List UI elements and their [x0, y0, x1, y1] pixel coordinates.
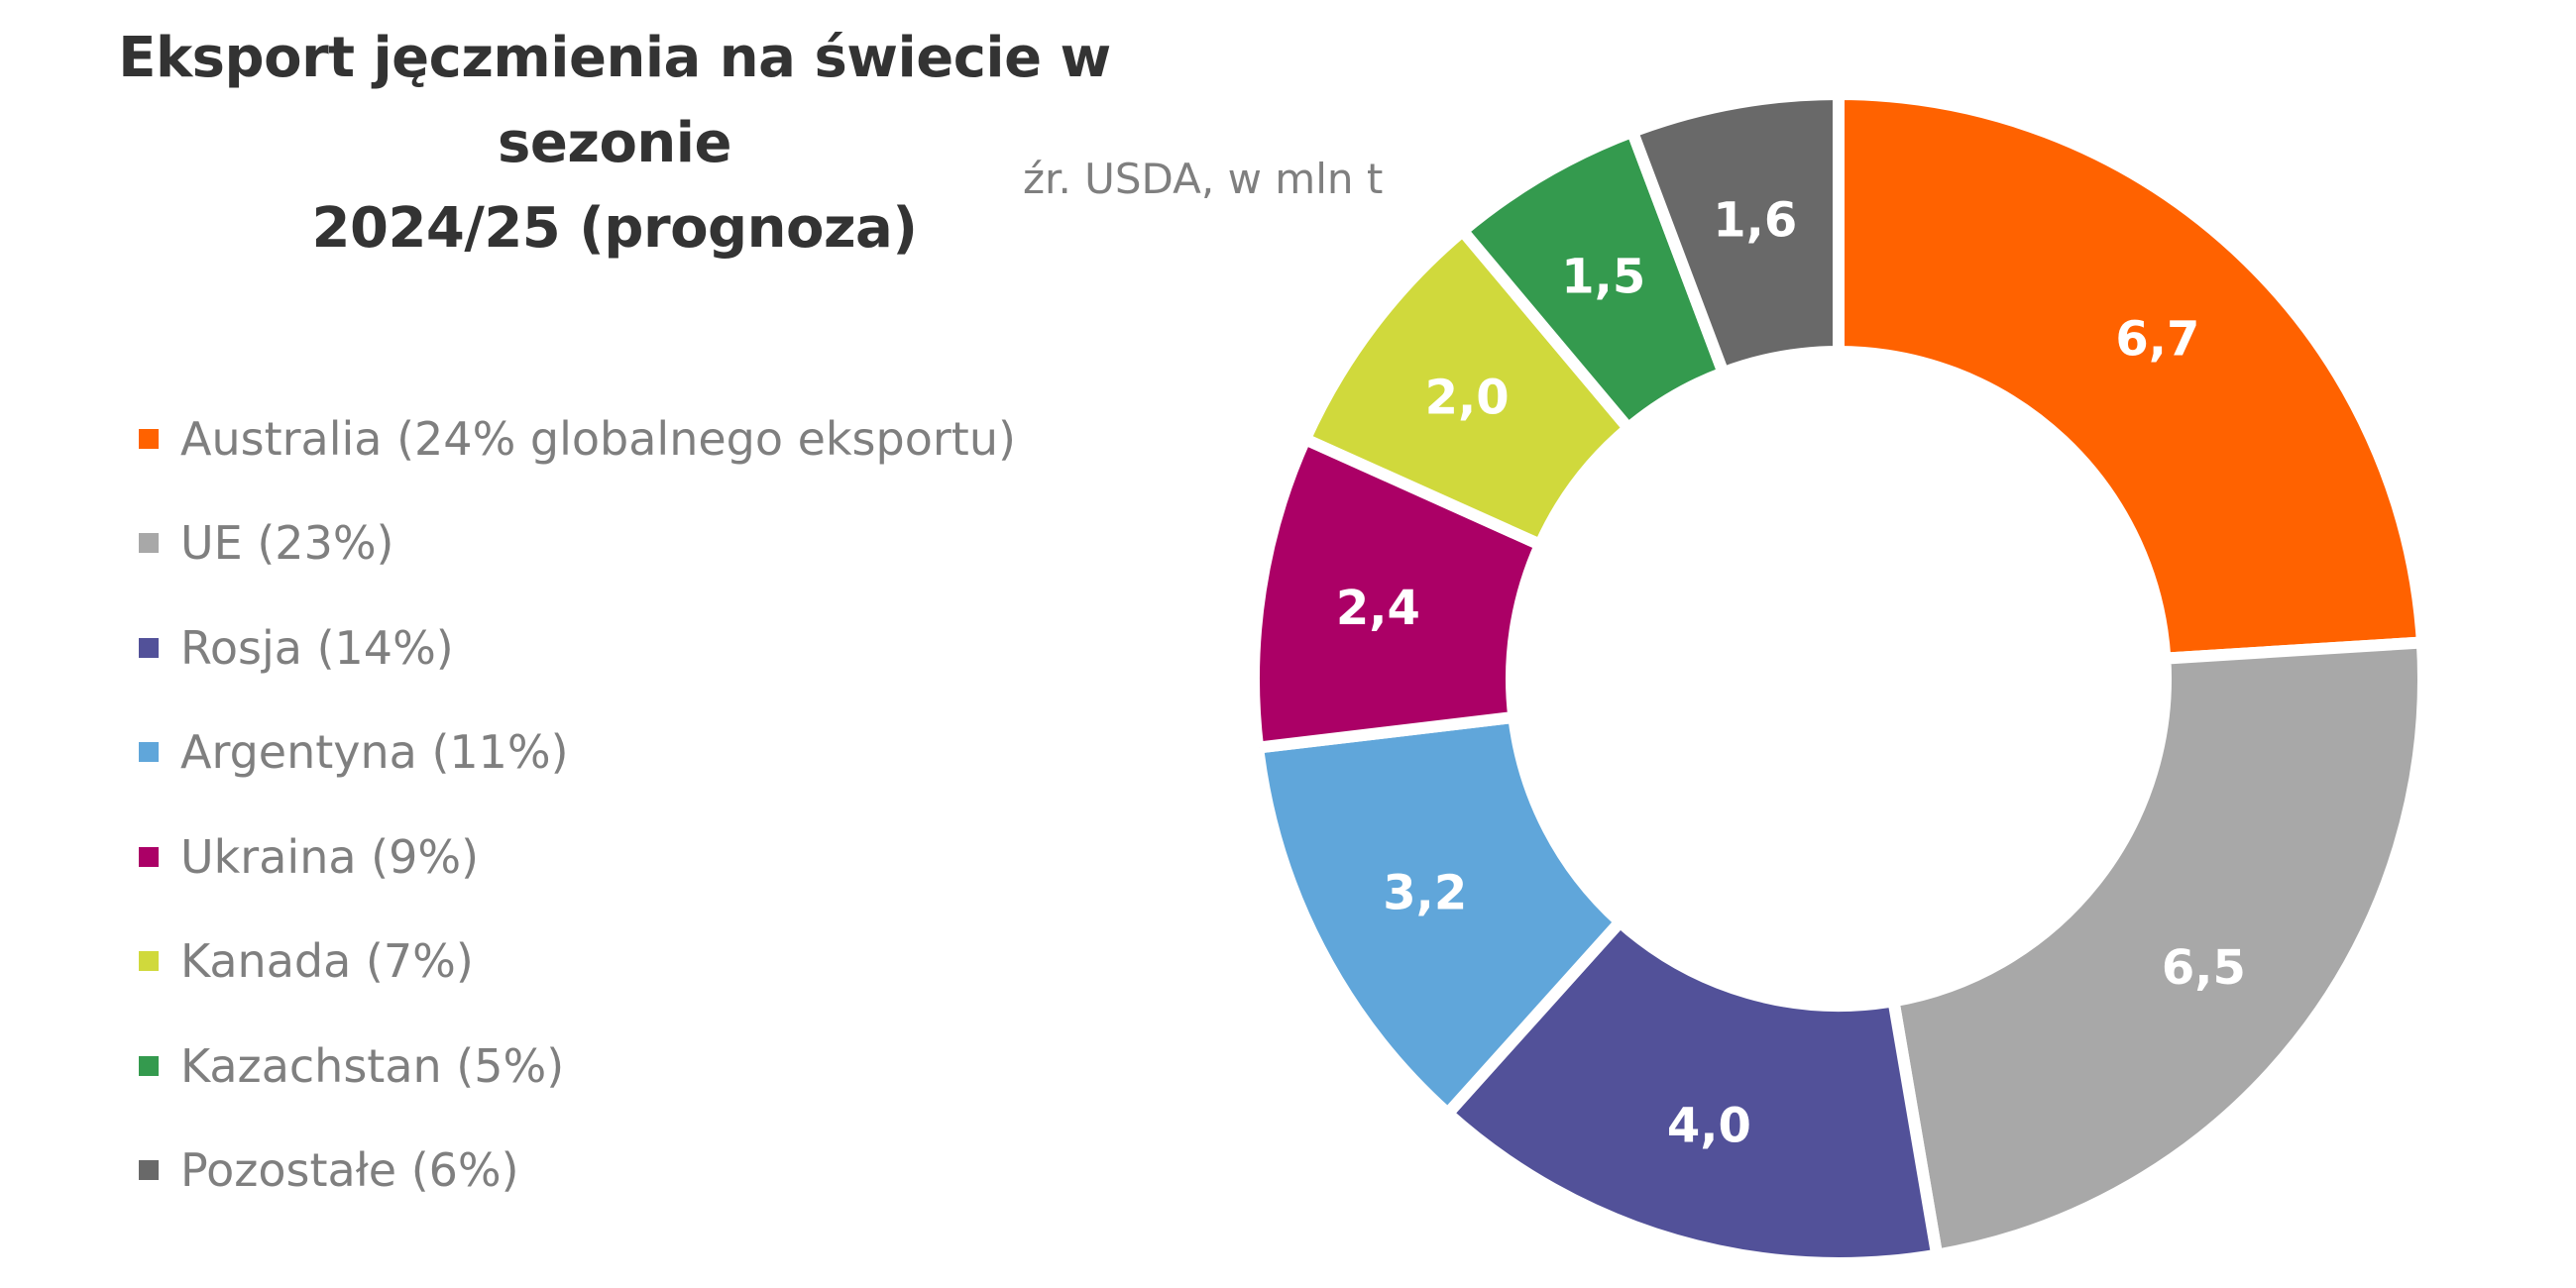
- legend-item: Kanada (7%): [139, 910, 1016, 1015]
- legend-label: UE (23%): [180, 516, 394, 571]
- legend-swatch: [139, 846, 159, 867]
- slice-data-label: 2,0: [1425, 371, 1510, 426]
- chart-title: Eksport jęczmienia na świecie w sezonie …: [0, 16, 1229, 271]
- legend-item: Ukraina (9%): [139, 805, 1016, 910]
- donut-slice: [1833, 87, 2429, 665]
- slice-data-label: 1,5: [1561, 249, 1645, 304]
- slice-data-label: 2,4: [1336, 581, 1420, 636]
- slice-data-label: 3,2: [1383, 865, 1467, 920]
- legend-swatch: [139, 951, 159, 972]
- legend-label: Kazachstan (5%): [180, 1038, 565, 1093]
- donut-chart: 6,7 6,5 4,0 3,2 2,4 2,0 1,5 1,6: [1248, 87, 2429, 1269]
- slice-data-label: 6,7: [2115, 312, 2199, 368]
- legend-swatch: [139, 533, 159, 554]
- donut-slice: [1624, 87, 1845, 380]
- legend-item: Rosja (14%): [139, 595, 1016, 700]
- slice-data-label: 6,5: [2162, 940, 2246, 996]
- legend-swatch: [139, 428, 159, 449]
- donut-slice: [1251, 710, 1628, 1123]
- legend-swatch: [139, 742, 159, 763]
- legend-item: UE (23%): [139, 491, 1016, 596]
- legend-label: Kanada (7%): [180, 934, 474, 989]
- legend-label: Ukraina (9%): [180, 829, 480, 884]
- legend-swatch: [139, 1160, 159, 1181]
- legend-item: Argentyna (11%): [139, 700, 1016, 805]
- chart-subtitle: źr. USDA, w mln t: [1023, 155, 1384, 203]
- legend-label: Rosja (14%): [180, 620, 454, 675]
- legend-swatch: [139, 637, 159, 658]
- legend-label: Pozostałe (6%): [180, 1143, 519, 1198]
- donut-slice: [1439, 913, 1945, 1269]
- slice-data-label: 4,0: [1667, 1099, 1751, 1154]
- legend-item: Australia (24% globalnego eksportu): [139, 386, 1016, 491]
- donut-slice: [1886, 636, 2429, 1262]
- chart-title-line-2: 2024/25 (prognoza): [311, 196, 918, 261]
- legend-swatch: [139, 1055, 159, 1076]
- chart-title-line-1: Eksport jęczmienia na świecie w sezonie: [118, 26, 1111, 175]
- legend-item: Kazachstan (5%): [139, 1014, 1016, 1119]
- legend-label: Argentyna (11%): [180, 725, 569, 780]
- slice-data-label: 1,6: [1713, 193, 1797, 249]
- legend-label: Australia (24% globalnego eksportu): [180, 411, 1016, 466]
- chart-legend: Australia (24% globalnego eksportu) UE (2…: [139, 386, 1016, 1223]
- legend-item: Pozostałe (6%): [139, 1119, 1016, 1224]
